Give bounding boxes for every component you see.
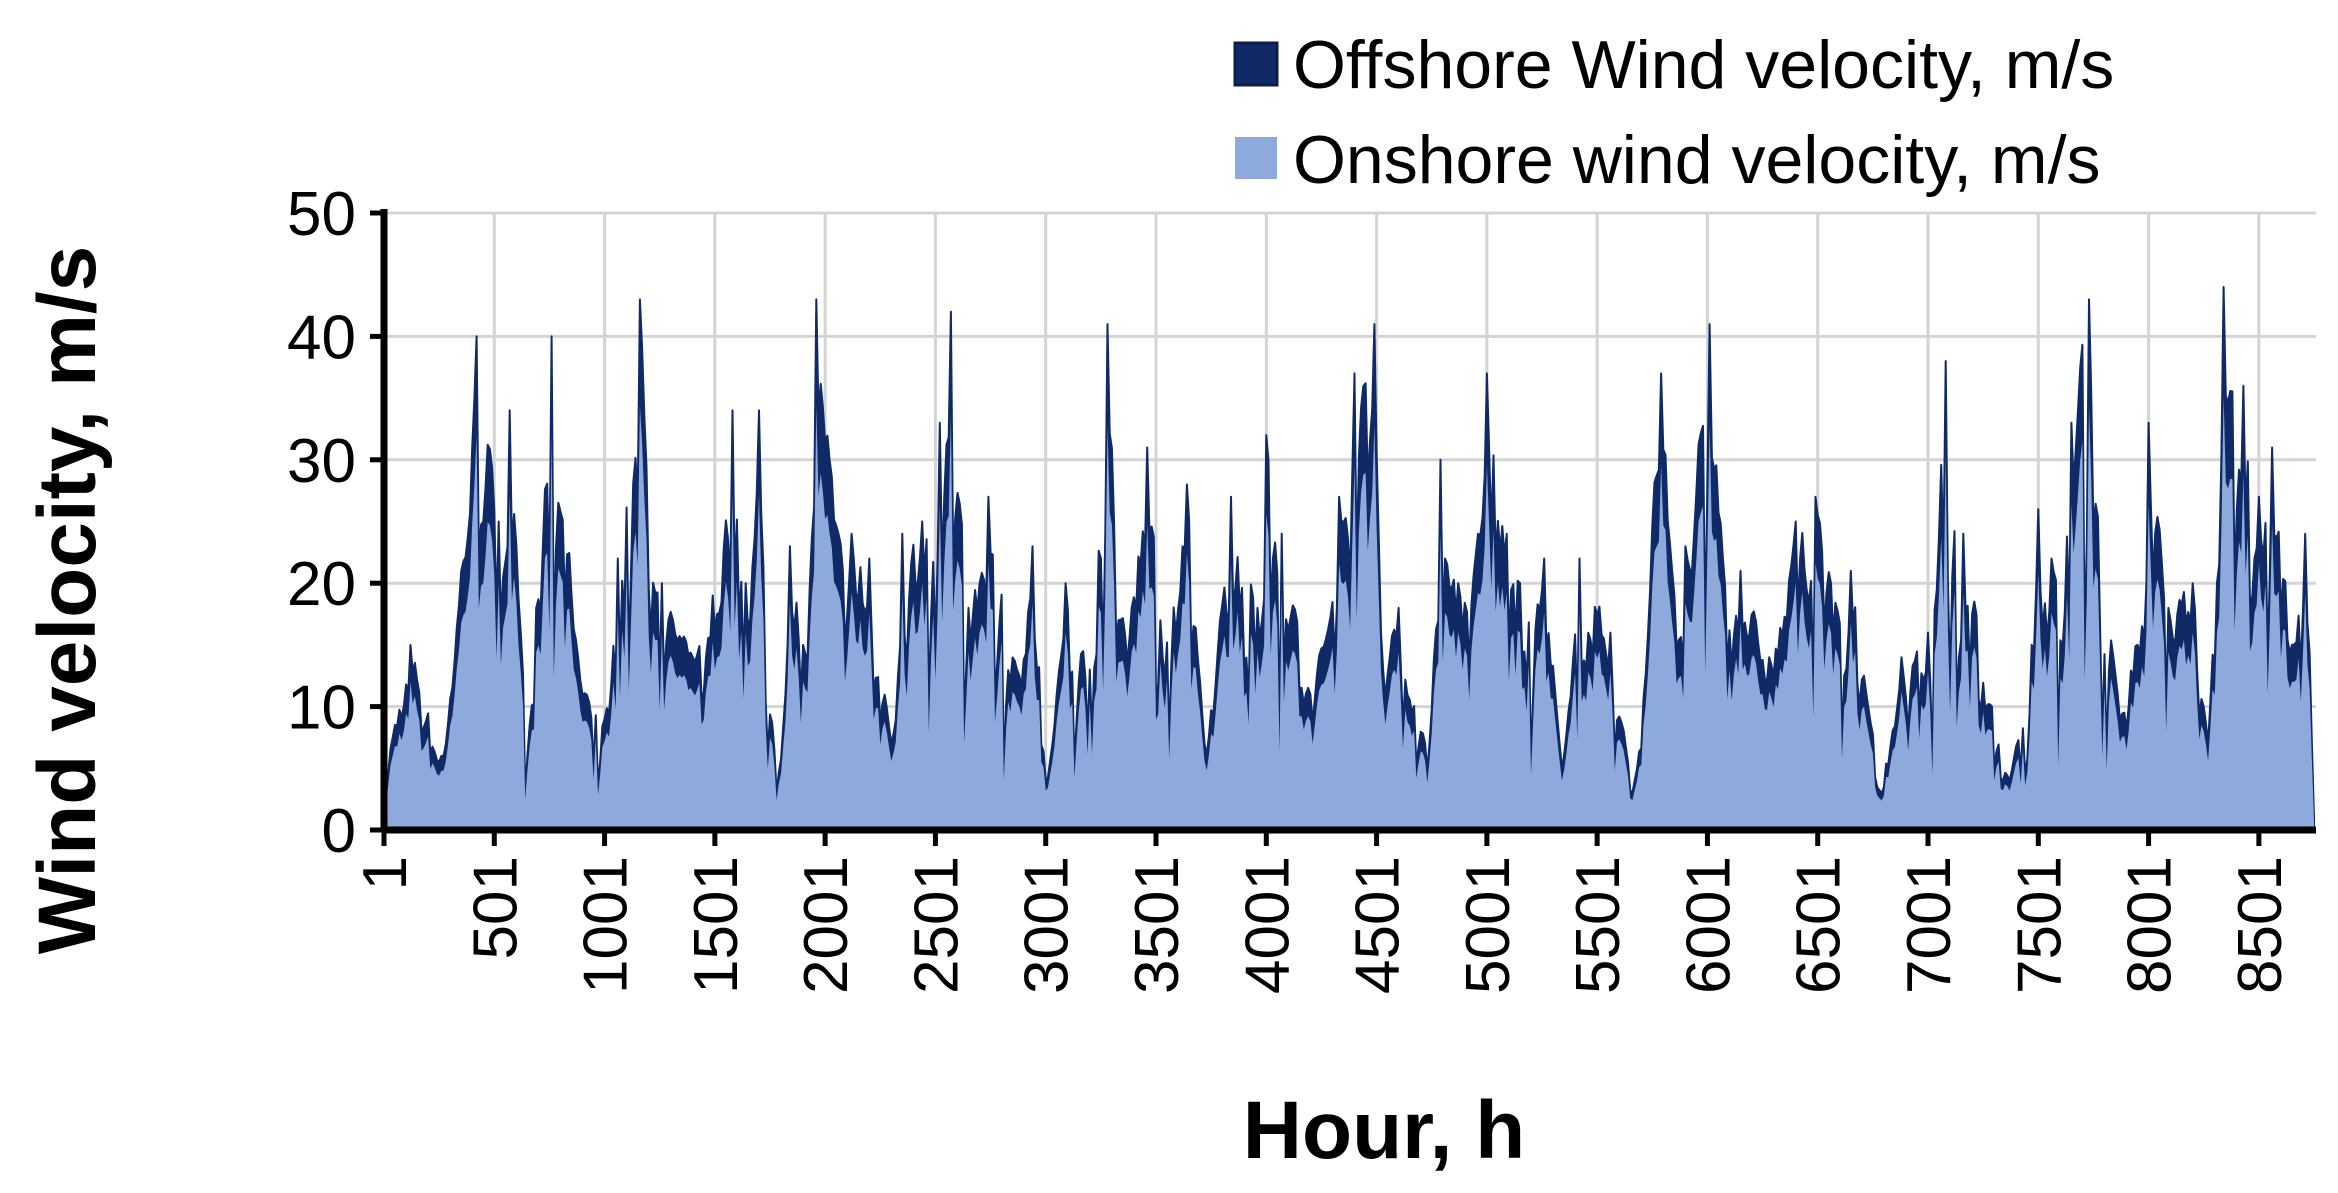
legend-swatch-offshore <box>1233 41 1279 87</box>
y-tick-label: 10 <box>287 674 356 743</box>
x-tick-label: 501 <box>461 856 530 959</box>
x-tick-label: 6001 <box>1674 856 1743 994</box>
x-tick-label: 6501 <box>1785 856 1854 994</box>
y-tick-label: 30 <box>287 427 356 496</box>
series-areas <box>383 286 2315 831</box>
x-tick-label: 4501 <box>1344 856 1413 994</box>
x-axis-title: Hour, h <box>1243 1085 1525 1176</box>
x-tick-label: 5501 <box>1564 856 1633 994</box>
axes <box>370 209 2316 846</box>
x-tick-label: 2501 <box>902 856 971 994</box>
x-tick-label: 1501 <box>682 856 751 994</box>
y-tick-label: 0 <box>322 797 356 866</box>
x-tick-label: 3501 <box>1123 856 1192 994</box>
legend: Offshore Wind velocity, m/s Onshore wind… <box>1233 27 2114 198</box>
x-tick-label: 5001 <box>1454 856 1523 994</box>
y-axis-title: Wind velocity, m/s <box>22 246 113 955</box>
x-tick-label: 2001 <box>792 856 861 994</box>
y-tick-label: 50 <box>287 180 356 249</box>
x-tick-label: 4001 <box>1233 856 1302 994</box>
x-tick-label: 1 <box>351 856 420 890</box>
x-tick-label: 7501 <box>2005 856 2074 994</box>
x-tick-label: 8001 <box>2116 856 2185 994</box>
series-area-onshore <box>384 395 2314 830</box>
y-tick-label: 20 <box>287 550 356 619</box>
legend-label-offshore: Offshore Wind velocity, m/s <box>1293 27 2114 103</box>
y-tick-label: 40 <box>287 303 356 372</box>
legend-swatch-onshore <box>1235 137 1277 179</box>
x-tick-labels: 1 501 1001 1501 2001 2501 3001 3501 4001 4501 5001… <box>351 856 2295 994</box>
legend-label-onshore: Onshore wind velocity, m/s <box>1293 122 2100 198</box>
x-tick-label: 1001 <box>572 856 641 994</box>
x-tick-label: 3001 <box>1013 856 1082 994</box>
x-tick-label: 8501 <box>2226 856 2295 994</box>
y-tick-labels: 0 10 20 30 40 50 <box>287 180 356 866</box>
x-tick-label: 7001 <box>1895 856 1964 994</box>
